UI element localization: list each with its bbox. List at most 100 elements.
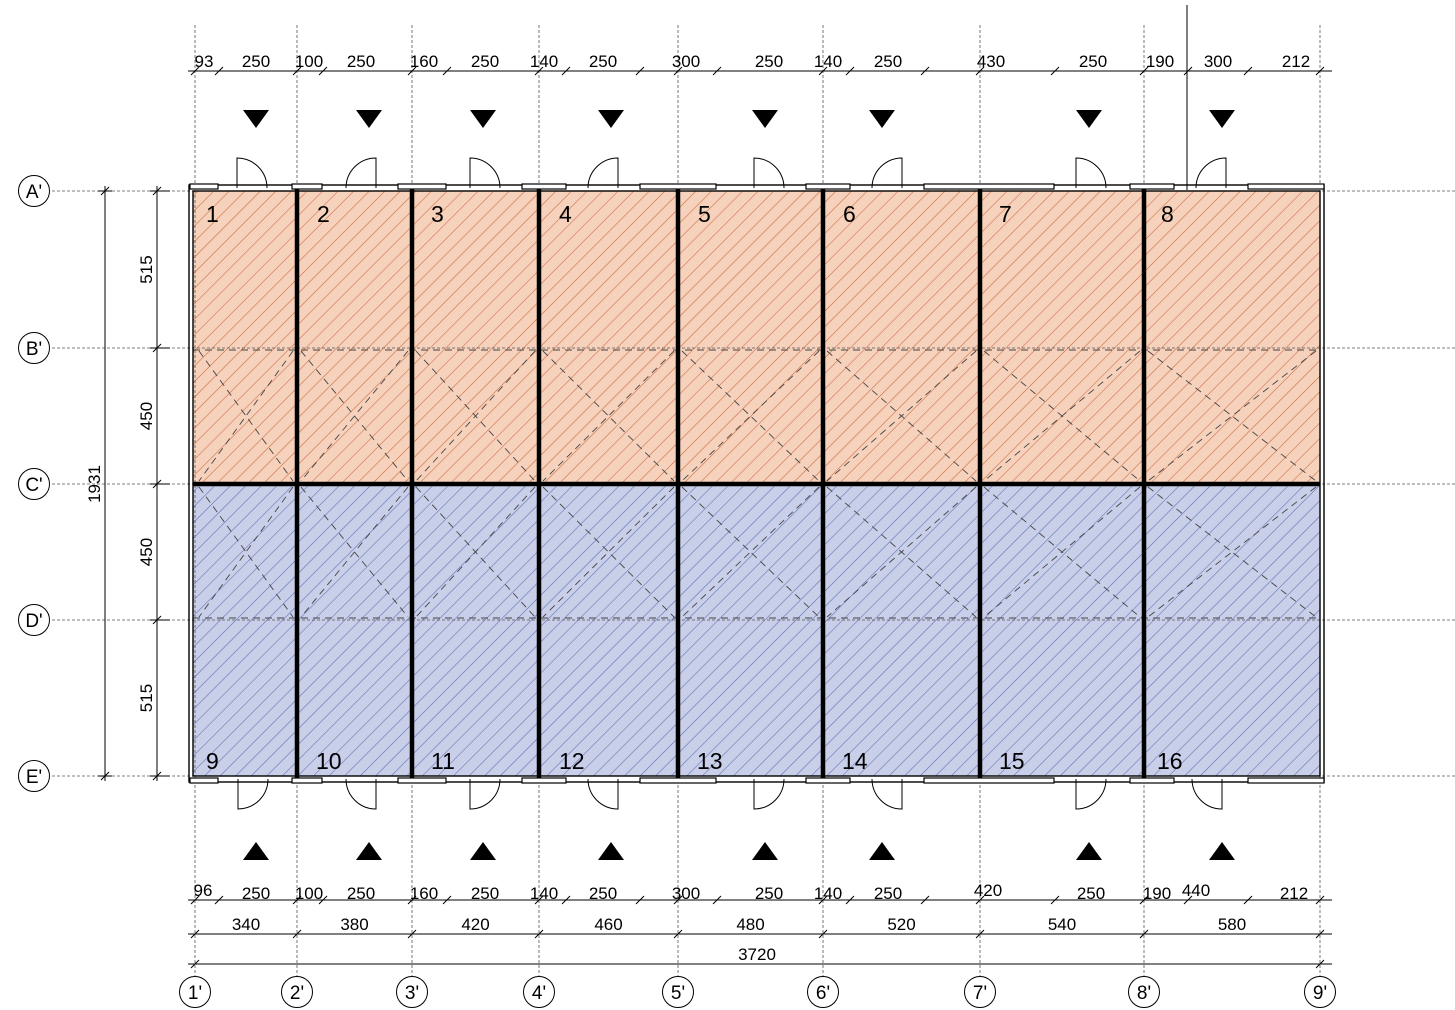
wall-sill xyxy=(1247,183,1325,190)
dim-tick xyxy=(534,895,544,905)
dim-tick xyxy=(818,66,828,76)
dim-top-value: 250 xyxy=(242,52,270,71)
truss-diagonal xyxy=(542,486,675,618)
dim-top-value: 250 xyxy=(471,52,499,71)
truss-diagonal xyxy=(983,350,1141,482)
partition-walls xyxy=(188,183,1325,784)
dim-tick xyxy=(1139,929,1149,939)
truss-diagonal xyxy=(415,350,536,482)
dim-bay-value: 540 xyxy=(1048,915,1076,934)
door-swing xyxy=(469,778,501,810)
dim-bottom-detail-value: 250 xyxy=(755,884,783,903)
grid-bubble-label: 7' xyxy=(973,983,987,1004)
dim-bay-value: 480 xyxy=(736,915,764,934)
grid-bubble-circle xyxy=(807,976,839,1008)
dim-top-value: 190 xyxy=(1146,52,1174,71)
dim-top-value: 100 xyxy=(295,52,323,71)
grid-bubble-col: 5' xyxy=(662,976,694,1008)
dim-bottom-detail-value: 140 xyxy=(530,884,558,903)
dim-tick xyxy=(1315,929,1325,939)
wall-sill xyxy=(521,183,567,190)
grid-bubble-label: 1' xyxy=(188,983,202,1004)
dim-tick xyxy=(1315,895,1325,905)
grid-bubble-label: E' xyxy=(26,767,42,788)
door-swing xyxy=(345,778,377,810)
grid-bubble-circle xyxy=(18,604,50,636)
dim-tick xyxy=(845,66,855,76)
entrance-arrow-up xyxy=(598,842,624,860)
entrance-arrow-down xyxy=(869,110,895,128)
unit-number: 2 xyxy=(317,201,330,227)
truss-diagonals xyxy=(193,349,1320,619)
unit-number: 12 xyxy=(559,748,585,774)
truss-diagonal xyxy=(542,486,675,618)
dim-bay-value: 580 xyxy=(1218,915,1246,934)
truss-diagonal xyxy=(681,350,820,482)
dim-tick xyxy=(975,895,985,905)
dim-bay-value: 340 xyxy=(232,915,260,934)
labels: A'B'C'D'E'1' 2' 3' 4' 5' 6' 7' 8' 9'1 2 3 4 5 6 7 89 10 1… xyxy=(18,175,1336,1008)
door-swing xyxy=(871,157,903,189)
grid-bubble-label: 3' xyxy=(405,983,419,1004)
entrance-arrow-up xyxy=(470,842,496,860)
grid-bubble-circle xyxy=(662,976,694,1008)
dim-tick xyxy=(1139,895,1149,905)
dim-bottom-detail-value: 100 xyxy=(295,884,323,903)
entrance-arrow-down xyxy=(470,110,496,128)
grid-bubble-label: D' xyxy=(25,611,42,632)
door-swing xyxy=(587,157,619,189)
dim-tick xyxy=(407,66,417,76)
dim-tick xyxy=(190,66,200,76)
dim-tick xyxy=(1315,66,1325,76)
entrance-arrow-down xyxy=(598,110,624,128)
dim-tick xyxy=(818,895,828,905)
grid-bubble-circle xyxy=(18,332,50,364)
wall-sill xyxy=(189,777,219,784)
grid-bubble-row: B' xyxy=(18,332,50,364)
dim-bay-value: 520 xyxy=(887,915,915,934)
grid-bubble-row: E' xyxy=(18,760,50,792)
grid-bubble-col: 3' xyxy=(396,976,428,1008)
wall-sill xyxy=(1129,777,1175,784)
grid-bubble-col: 8' xyxy=(1128,976,1160,1008)
truss-diagonal xyxy=(198,350,294,482)
dim-tick xyxy=(818,929,828,939)
dim-tick xyxy=(845,895,855,905)
wall-sill xyxy=(923,777,1055,784)
grid-bubble-row: A' xyxy=(18,175,50,207)
dim-top-value: 250 xyxy=(347,52,375,71)
doors xyxy=(236,157,1227,810)
door-swing xyxy=(1075,778,1107,810)
grid-bubble-circle xyxy=(18,468,50,500)
unit-number: 7 xyxy=(999,201,1012,227)
dim-tick xyxy=(214,895,224,905)
grid-bubble-circle xyxy=(523,976,555,1008)
truss-diagonal xyxy=(681,350,820,482)
dim-tick xyxy=(673,929,683,939)
truss-diagonal xyxy=(542,350,675,482)
dim-row-value: 450 xyxy=(137,402,156,430)
dim-tick xyxy=(561,895,571,905)
entrance-arrow-down xyxy=(1076,110,1102,128)
dim-tick xyxy=(975,929,985,939)
dim-bottom-detail-value: 250 xyxy=(471,884,499,903)
grid-bubble-col: 7' xyxy=(964,976,996,1008)
dim-bottom-detail-value: 250 xyxy=(874,884,902,903)
dim-bottom-detail-value: 96 xyxy=(194,881,213,900)
wall-sill xyxy=(805,777,851,784)
dim-tick xyxy=(442,895,452,905)
truss-diagonal xyxy=(198,350,294,482)
wall-sill xyxy=(923,183,1055,190)
dimension-lines: 93 250 100 250 160 250 140 250 300 250 140 250 430 25… xyxy=(85,5,1332,969)
unit-number: 9 xyxy=(206,748,219,774)
dim-tick xyxy=(712,66,722,76)
dim-tick xyxy=(635,895,645,905)
grid-bubble-label: 8' xyxy=(1137,983,1151,1004)
dim-bottom-detail-value: 212 xyxy=(1280,884,1308,903)
dim-total-height: 1931 xyxy=(85,465,104,503)
truss-diagonal xyxy=(415,486,536,618)
truss-diagonal xyxy=(300,350,409,482)
dim-tick xyxy=(318,895,328,905)
grid-bubble-label: 9' xyxy=(1313,983,1327,1004)
